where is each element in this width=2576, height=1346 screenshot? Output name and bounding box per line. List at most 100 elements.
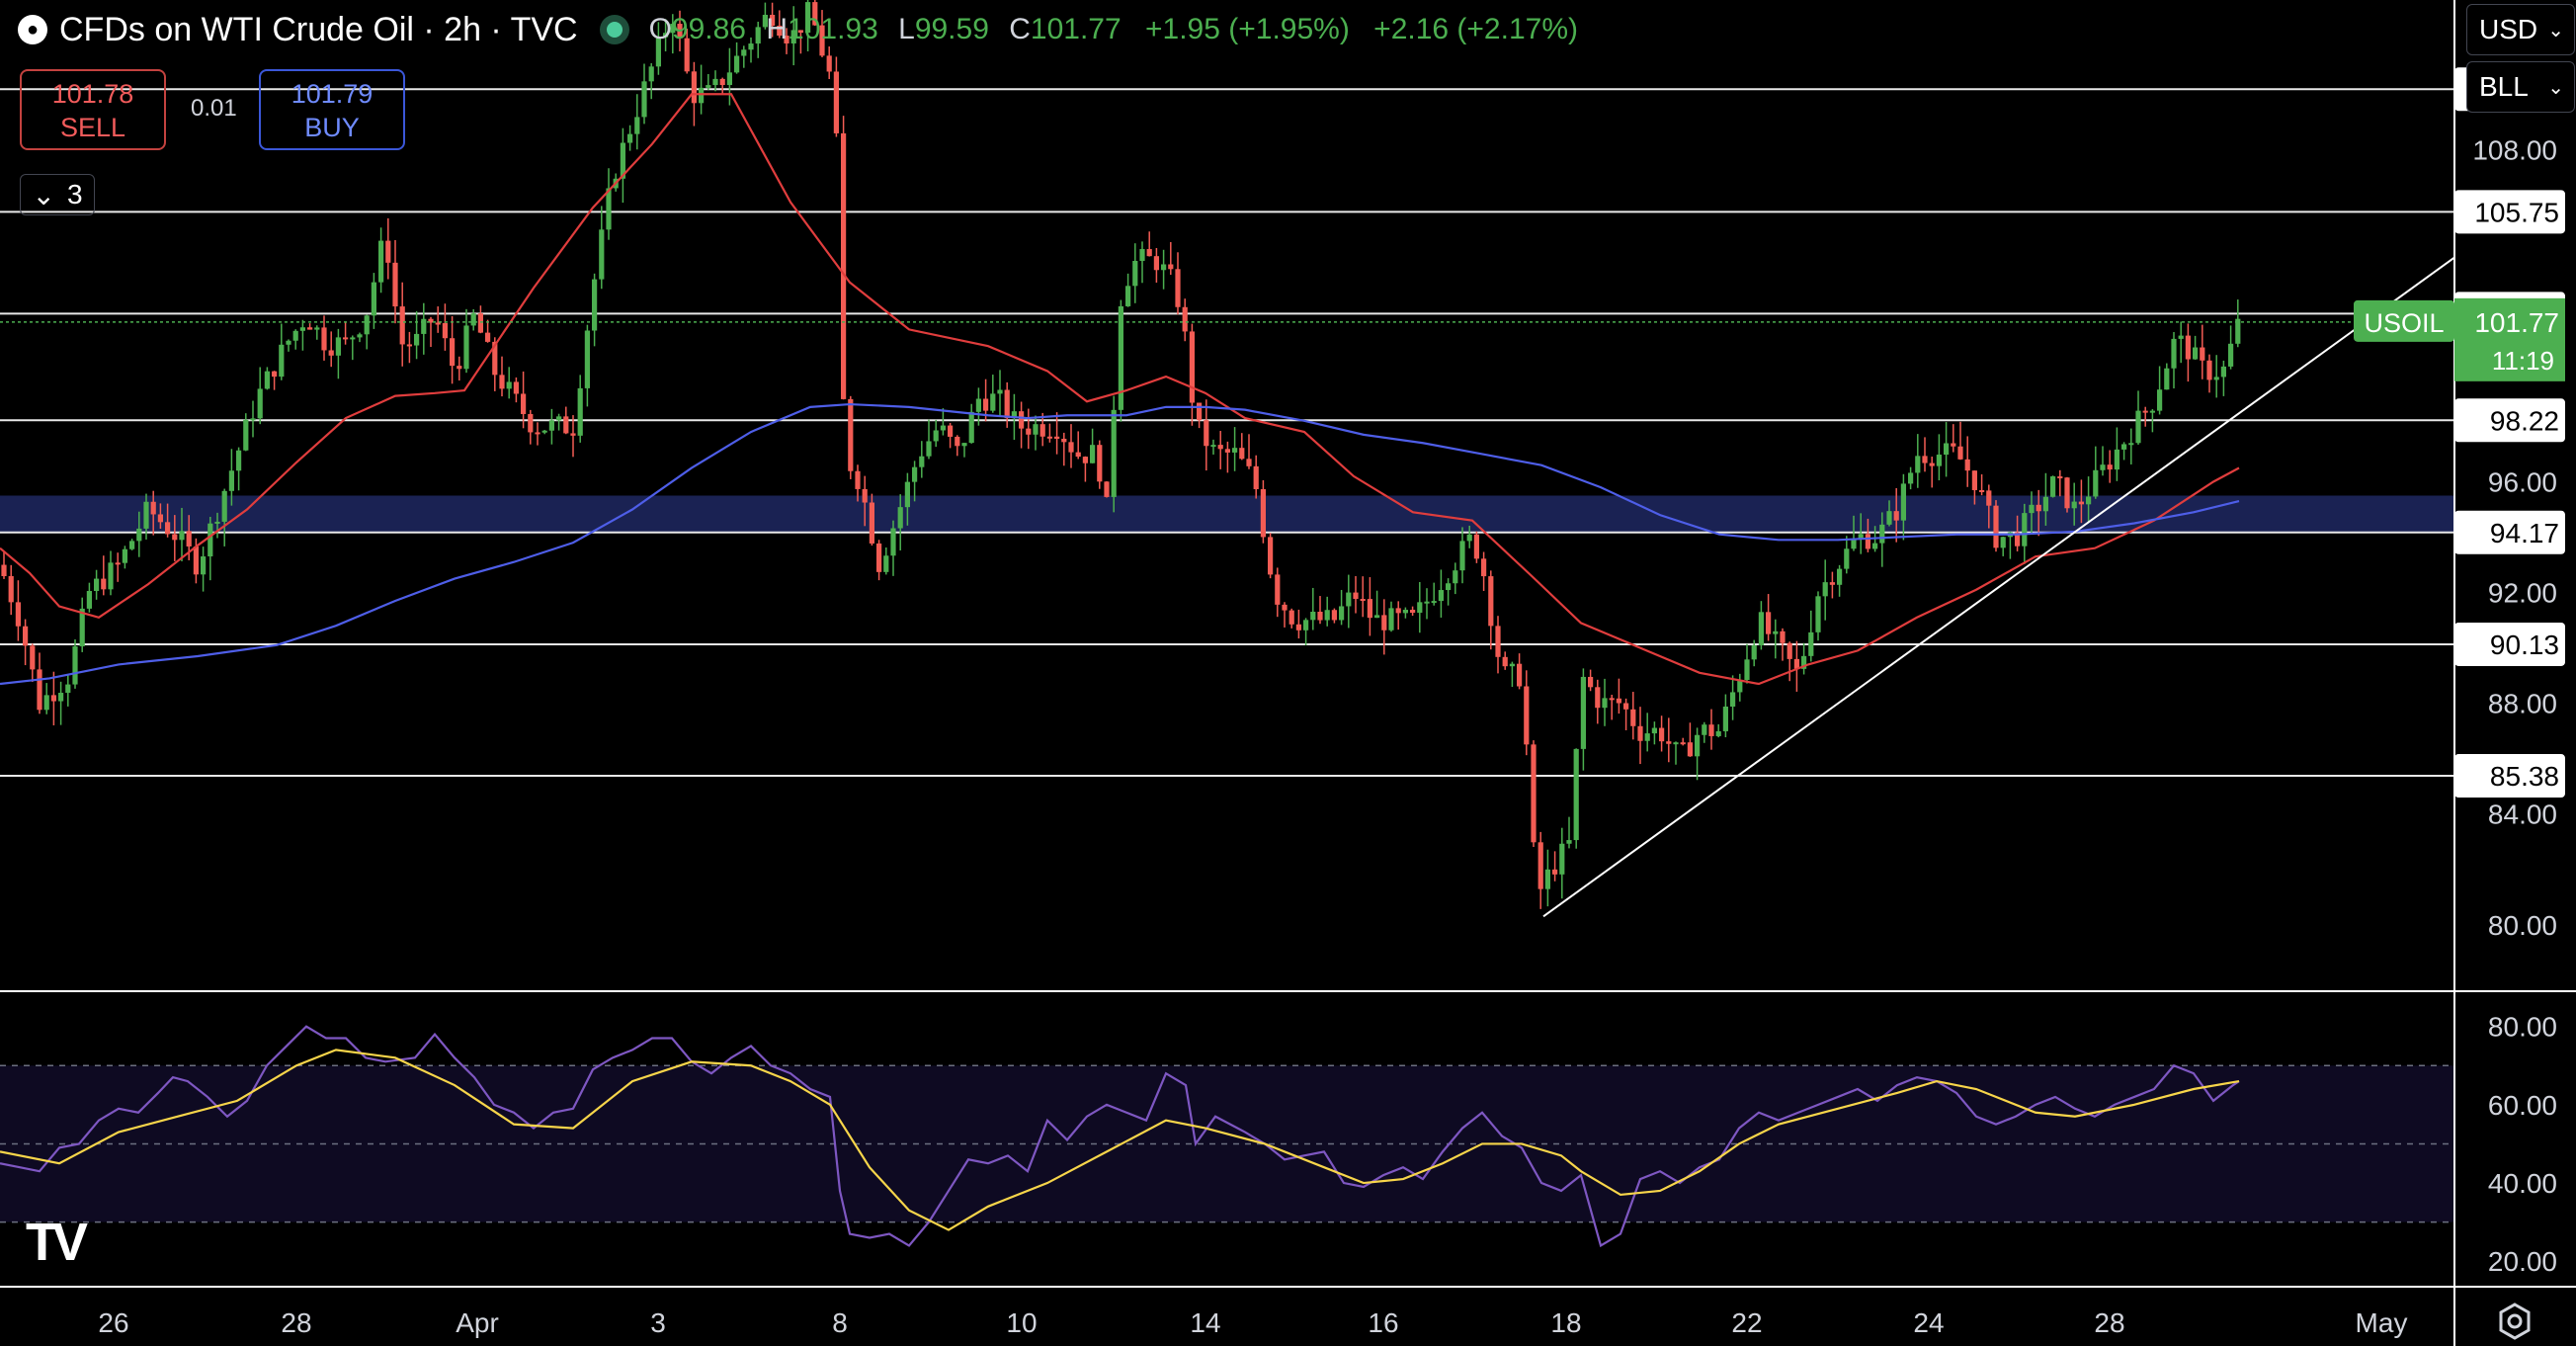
trendline[interactable] [0, 256, 2455, 918]
candle-body [1644, 733, 1650, 741]
candle-body [2135, 410, 2141, 444]
level-price-tag [2454, 398, 2565, 443]
candle-body [904, 481, 910, 508]
settings-gear-icon[interactable] [2496, 1303, 2534, 1340]
candle-body [1666, 741, 1672, 744]
candle-body [1588, 676, 1594, 688]
candle-body [165, 522, 171, 535]
candle-body [1858, 534, 1864, 540]
candle-body [1687, 742, 1693, 757]
level-price-tag [2454, 754, 2565, 799]
candle-body [101, 578, 107, 590]
candle-body [1595, 687, 1601, 709]
candle-body [2185, 335, 2191, 360]
candle-body [797, 30, 803, 34]
candle-body [314, 327, 320, 330]
rsi-tick-label: 40.00 [2488, 1168, 2557, 1199]
candle-body [1295, 624, 1301, 631]
candle-body [442, 322, 448, 339]
candle-body [770, 14, 776, 27]
candle-body [499, 375, 505, 389]
candle-body [1502, 656, 1508, 667]
candle-body [1466, 534, 1472, 542]
candle-body [463, 325, 469, 370]
candle-body [1766, 612, 1772, 634]
candle-body [2107, 464, 2113, 470]
candle-body [677, 24, 683, 39]
candle-body [150, 501, 156, 515]
candle-body [2029, 504, 2035, 514]
candle-body [385, 240, 391, 263]
tradingview-logo[interactable]: TV [26, 1213, 88, 1272]
candle-body [762, 14, 768, 28]
market-status-icon[interactable] [599, 15, 629, 44]
candle-body [1132, 260, 1138, 287]
buy-button[interactable]: 101.79 BUY [259, 69, 405, 150]
price-tick-label: 88.00 [2488, 689, 2557, 719]
candle-body [777, 26, 783, 37]
candle-body [1481, 558, 1487, 577]
sell-price: 101.78 [51, 79, 134, 109]
candle-body [1224, 449, 1230, 453]
sell-button[interactable]: 101.78 SELL [20, 69, 166, 150]
time-axis[interactable]: 26 28 Apr 3 8 10 14 16 18 22 24 28 May [98, 1307, 2407, 1338]
candle-body [1908, 472, 1914, 484]
candle-body [1637, 725, 1643, 741]
candle-body [848, 398, 854, 471]
candle-body [1715, 730, 1721, 736]
candle-body [214, 521, 220, 524]
candle-body [1730, 692, 1736, 707]
candle-body [641, 81, 647, 118]
candle-body [1993, 505, 1999, 548]
price-tick-label: 96.00 [2488, 466, 2557, 497]
currency-select[interactable]: USD ⌄ [2466, 4, 2575, 55]
candle-body [790, 30, 796, 44]
candle-body [784, 36, 789, 44]
candle-body [1161, 264, 1167, 271]
candle-body [279, 344, 285, 378]
candle-body [172, 534, 178, 541]
candle-body [1695, 734, 1701, 757]
candle-body [556, 416, 562, 421]
slow-moving-average-line [0, 402, 2240, 686]
candle-body [2171, 338, 2177, 369]
candle-body [1566, 840, 1572, 844]
candle-body [1061, 438, 1067, 443]
candle-body [1801, 655, 1807, 669]
candle-body [1232, 448, 1238, 453]
candle-body [1872, 543, 1878, 549]
level-price-tag [2454, 510, 2565, 554]
price-tick-label: 84.00 [2488, 799, 2557, 830]
unit-select[interactable]: BLL ⌄ [2466, 61, 2575, 113]
candle-body [421, 318, 427, 334]
candle-body [414, 333, 420, 346]
candle-body [741, 49, 747, 56]
candle-body [1659, 727, 1665, 742]
candle-body [1367, 599, 1372, 619]
candle-body [1090, 445, 1096, 463]
candle-body [292, 330, 298, 341]
symbol-title[interactable]: CFDs on WTI Crude Oil · 2h · TVC [59, 10, 578, 48]
time-tick-label: 8 [832, 1307, 848, 1338]
candle-body [1822, 582, 1828, 597]
candle-body [2036, 504, 2041, 512]
candle-body [1844, 548, 1850, 569]
candlesticks [1, 0, 2241, 909]
candle-body [23, 626, 29, 646]
candle-body [1104, 481, 1110, 497]
time-tick-label: 3 [650, 1307, 666, 1338]
candle-body [1680, 742, 1686, 745]
oil-drop-icon: ● [18, 15, 47, 44]
fast-moving-average-line [0, 93, 2240, 686]
candle-body [122, 548, 127, 563]
candle-body [1722, 706, 1728, 731]
candle-body [1517, 663, 1523, 687]
candle-body [307, 327, 313, 330]
time-tick-label: 28 [2094, 1307, 2124, 1338]
candle-body [890, 528, 896, 556]
candle-body [1253, 465, 1259, 489]
indicators-toggle-button[interactable]: ⌄ 3 [20, 174, 95, 215]
candle-body [926, 441, 932, 457]
